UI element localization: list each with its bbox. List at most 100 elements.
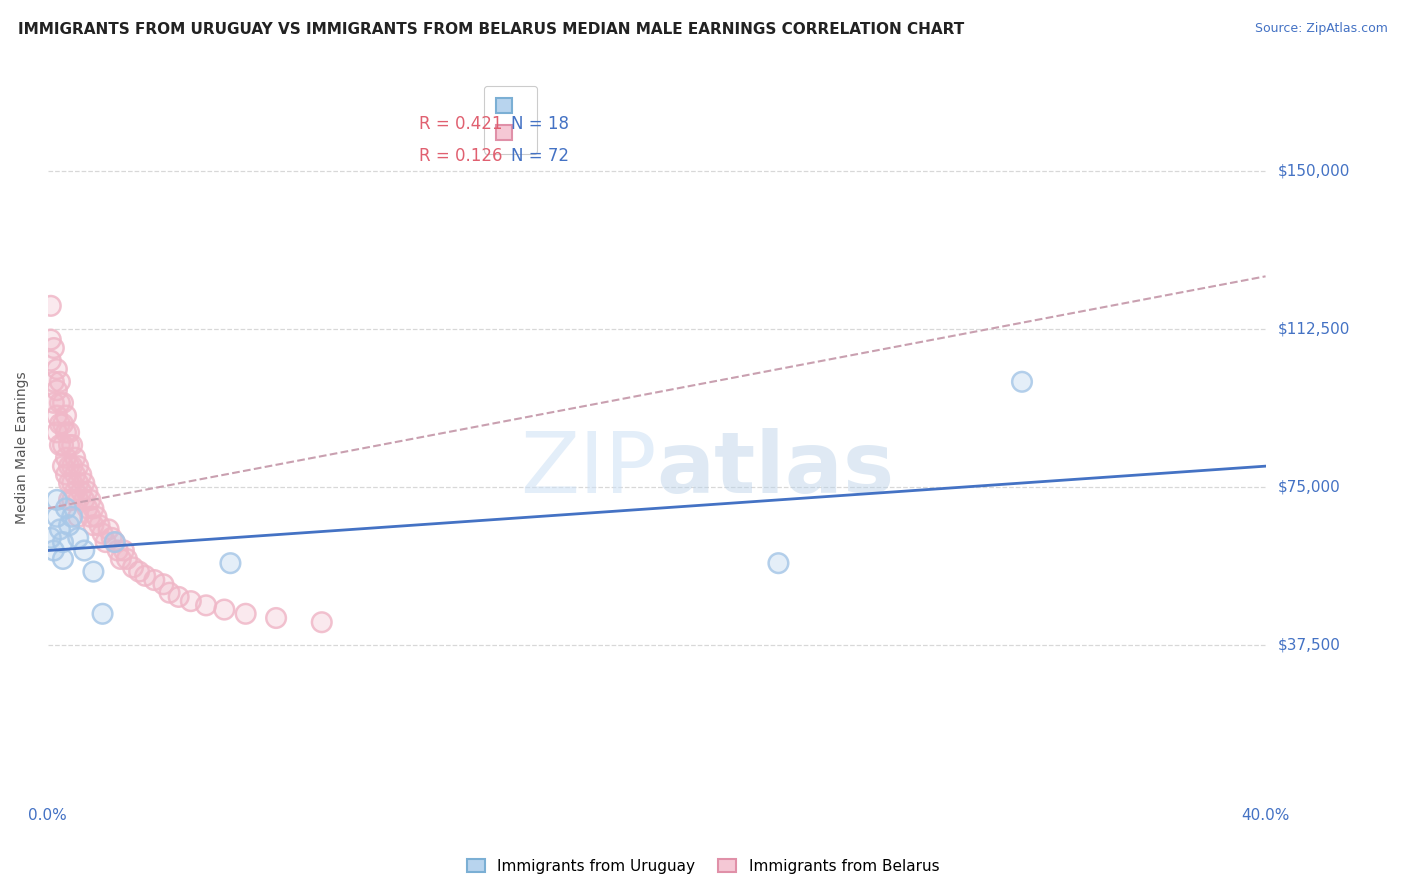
Point	[52, 459, 75, 474]
Point	[128, 565, 150, 579]
Point	[67, 459, 90, 474]
Point	[58, 492, 80, 507]
Point	[39, 353, 62, 368]
Legend: , : ,	[484, 86, 537, 153]
Point	[180, 594, 202, 608]
Point	[39, 333, 62, 347]
Point	[60, 438, 83, 452]
Point	[67, 531, 90, 545]
Point	[219, 556, 242, 570]
Point	[82, 518, 104, 533]
Point	[42, 341, 65, 355]
Text: R = 0.126: R = 0.126	[419, 147, 503, 165]
Point	[70, 467, 93, 482]
Point	[79, 492, 101, 507]
Point	[167, 590, 190, 604]
Point	[91, 607, 114, 621]
Point	[180, 594, 202, 608]
Point	[107, 543, 129, 558]
Point	[152, 577, 174, 591]
Point	[214, 602, 236, 616]
Point	[49, 375, 72, 389]
Point	[1011, 375, 1033, 389]
Point	[67, 476, 90, 491]
Point	[159, 585, 181, 599]
Point	[82, 501, 104, 516]
Point	[128, 565, 150, 579]
Point	[55, 501, 77, 516]
Point	[55, 425, 77, 440]
Point	[52, 396, 75, 410]
Point	[63, 484, 86, 499]
Point	[67, 492, 90, 507]
Point	[42, 375, 65, 389]
Point	[55, 467, 77, 482]
Point	[58, 492, 80, 507]
Text: IMMIGRANTS FROM URUGUAY VS IMMIGRANTS FROM BELARUS MEDIAN MALE EARNINGS CORRELAT: IMMIGRANTS FROM URUGUAY VS IMMIGRANTS FR…	[18, 22, 965, 37]
Point	[52, 459, 75, 474]
Point	[214, 602, 236, 616]
Point	[110, 552, 132, 566]
Point	[70, 467, 93, 482]
Point	[42, 375, 65, 389]
Point	[55, 450, 77, 465]
Point	[52, 417, 75, 431]
Point	[91, 607, 114, 621]
Point	[264, 611, 287, 625]
Point	[49, 417, 72, 431]
Point	[39, 299, 62, 313]
Point	[49, 523, 72, 537]
Point	[167, 590, 190, 604]
Point	[60, 459, 83, 474]
Point	[67, 459, 90, 474]
Point	[82, 565, 104, 579]
Point	[67, 476, 90, 491]
Point	[58, 459, 80, 474]
Text: N = 72: N = 72	[510, 147, 568, 165]
Text: $112,500: $112,500	[1278, 321, 1350, 336]
Text: Source: ZipAtlas.com: Source: ZipAtlas.com	[1254, 22, 1388, 36]
Point	[52, 396, 75, 410]
Point	[104, 535, 127, 549]
Point	[58, 476, 80, 491]
Point	[104, 535, 127, 549]
Point	[1011, 375, 1033, 389]
Text: ZIP: ZIP	[520, 427, 657, 510]
Point	[112, 543, 135, 558]
Point	[63, 484, 86, 499]
Point	[86, 509, 108, 524]
Point	[49, 375, 72, 389]
Y-axis label: Median Male Earnings: Median Male Earnings	[15, 371, 30, 524]
Point	[67, 531, 90, 545]
Point	[89, 518, 111, 533]
Point	[45, 362, 67, 376]
Point	[45, 409, 67, 423]
Text: R = 0.421: R = 0.421	[419, 115, 503, 133]
Point	[70, 484, 93, 499]
Point	[55, 425, 77, 440]
Point	[143, 573, 166, 587]
Point	[311, 615, 333, 630]
Point	[45, 383, 67, 397]
Point	[73, 543, 96, 558]
Point	[73, 476, 96, 491]
Point	[112, 543, 135, 558]
Point	[67, 509, 90, 524]
Point	[311, 615, 333, 630]
Point	[63, 467, 86, 482]
Point	[115, 552, 138, 566]
Point	[152, 577, 174, 591]
Point	[55, 467, 77, 482]
Point	[73, 543, 96, 558]
Point	[122, 560, 145, 574]
Point	[45, 492, 67, 507]
Point	[76, 484, 98, 499]
Point	[264, 611, 287, 625]
Point	[49, 396, 72, 410]
Point	[63, 467, 86, 482]
Point	[86, 509, 108, 524]
Point	[45, 509, 67, 524]
Point	[39, 299, 62, 313]
Point	[195, 599, 218, 613]
Point	[60, 509, 83, 524]
